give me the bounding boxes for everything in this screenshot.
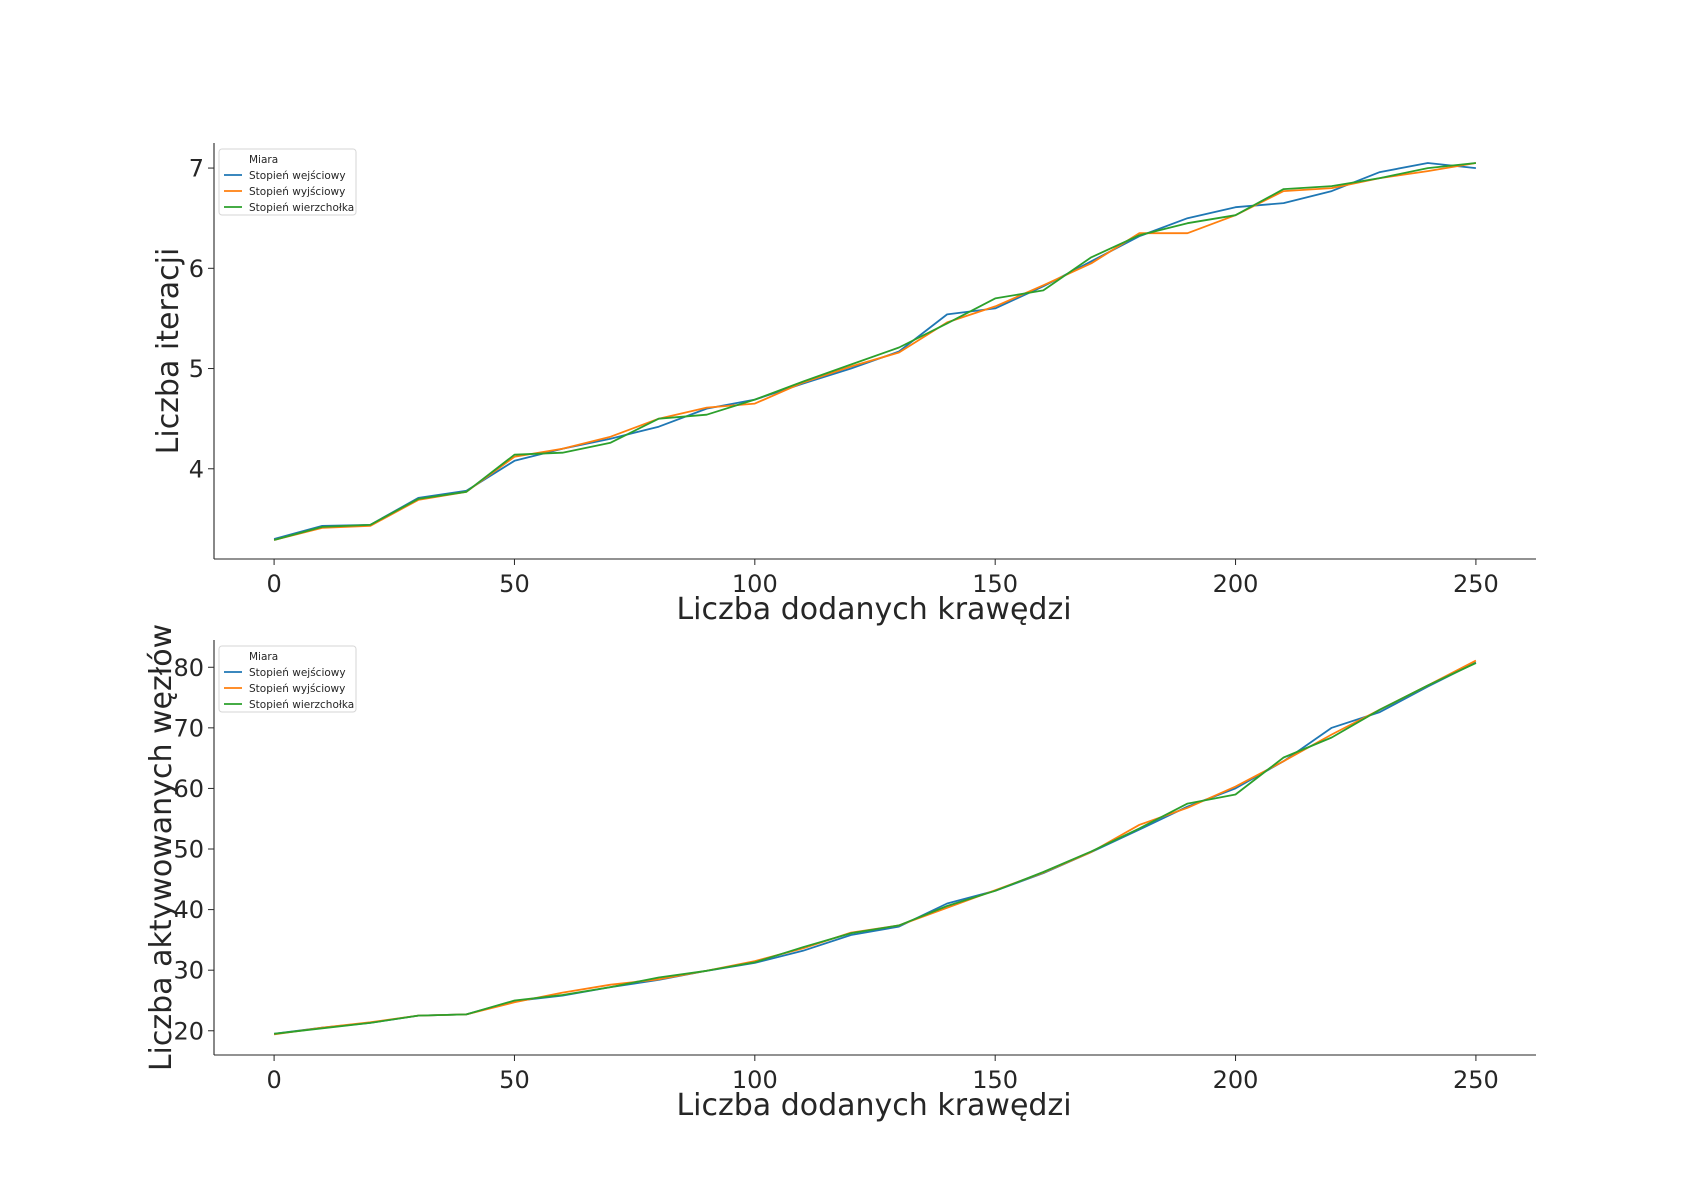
x-tick-label: 50 bbox=[499, 1066, 530, 1094]
legend-title: Miara bbox=[249, 651, 278, 663]
legend-label: Stopień wejściowy bbox=[249, 667, 346, 679]
series-line bbox=[273, 162, 1477, 541]
chart-2: 0 50 100 150 200 250 20 30 40 50 60 70 80 Liczba doda… bbox=[144, 624, 1536, 1123]
x-axis-title: Liczba dodanych krawędzi bbox=[676, 1088, 1071, 1123]
y-tick-label: 30 bbox=[173, 957, 204, 985]
y-tick-label: 60 bbox=[173, 775, 204, 803]
legend-frame bbox=[218, 148, 357, 216]
series-line bbox=[273, 659, 1477, 1036]
x-tick-label: 250 bbox=[1453, 570, 1499, 598]
x-tick-label: 200 bbox=[1213, 1066, 1259, 1094]
legend-label: Stopień wierzchołka bbox=[249, 699, 354, 711]
series-line bbox=[273, 661, 1477, 1035]
x-tick-label: 0 bbox=[266, 570, 281, 598]
y-tick-label: 5 bbox=[189, 355, 204, 383]
x-tick-label: 100 bbox=[732, 570, 778, 598]
legend: Miara Stopień wejściowy Stopień wyjściowy S… bbox=[218, 148, 357, 216]
legend: Miara Stopień wejściowy Stopień wyjściowy S… bbox=[218, 645, 357, 713]
legend-label: Stopień wyjściowy bbox=[249, 683, 345, 695]
y-tick-label: 4 bbox=[189, 455, 204, 483]
legend-title: Miara bbox=[249, 154, 278, 166]
series-line bbox=[273, 162, 1476, 540]
x-tick-label: 150 bbox=[972, 570, 1018, 598]
x-tick-label: 0 bbox=[266, 1066, 281, 1094]
legend-label: Stopień wierzchołka bbox=[249, 202, 354, 214]
series-line bbox=[273, 162, 1476, 541]
y-tick-label: 7 bbox=[189, 155, 204, 183]
x-tick-label: 100 bbox=[732, 1066, 778, 1094]
y-tick-label: 40 bbox=[173, 896, 204, 924]
x-tick-label: 200 bbox=[1213, 570, 1259, 598]
chart-1: 0 50 100 150 200 250 4 5 6 7 Liczba dodanych krawę… bbox=[151, 143, 1536, 627]
y-tick-label: 6 bbox=[189, 255, 204, 283]
x-tick-label: 250 bbox=[1453, 1066, 1499, 1094]
legend-frame bbox=[218, 645, 357, 713]
y-tick-label: 70 bbox=[173, 714, 204, 742]
x-axis-title: Liczba dodanych krawędzi bbox=[676, 592, 1071, 627]
y-tick-label: 50 bbox=[173, 836, 204, 864]
y-axis-title: Liczba aktywowanych węzłów bbox=[144, 624, 179, 1071]
y-tick-label: 20 bbox=[173, 1017, 204, 1045]
legend-label: Stopień wejściowy bbox=[249, 170, 346, 182]
x-tick-label: 150 bbox=[972, 1066, 1018, 1094]
x-tick-label: 50 bbox=[499, 570, 530, 598]
y-axis-title: Liczba iteracji bbox=[151, 248, 186, 455]
legend-label: Stopień wyjściowy bbox=[249, 186, 345, 198]
series-line bbox=[273, 662, 1477, 1035]
y-tick-label: 80 bbox=[173, 654, 204, 682]
